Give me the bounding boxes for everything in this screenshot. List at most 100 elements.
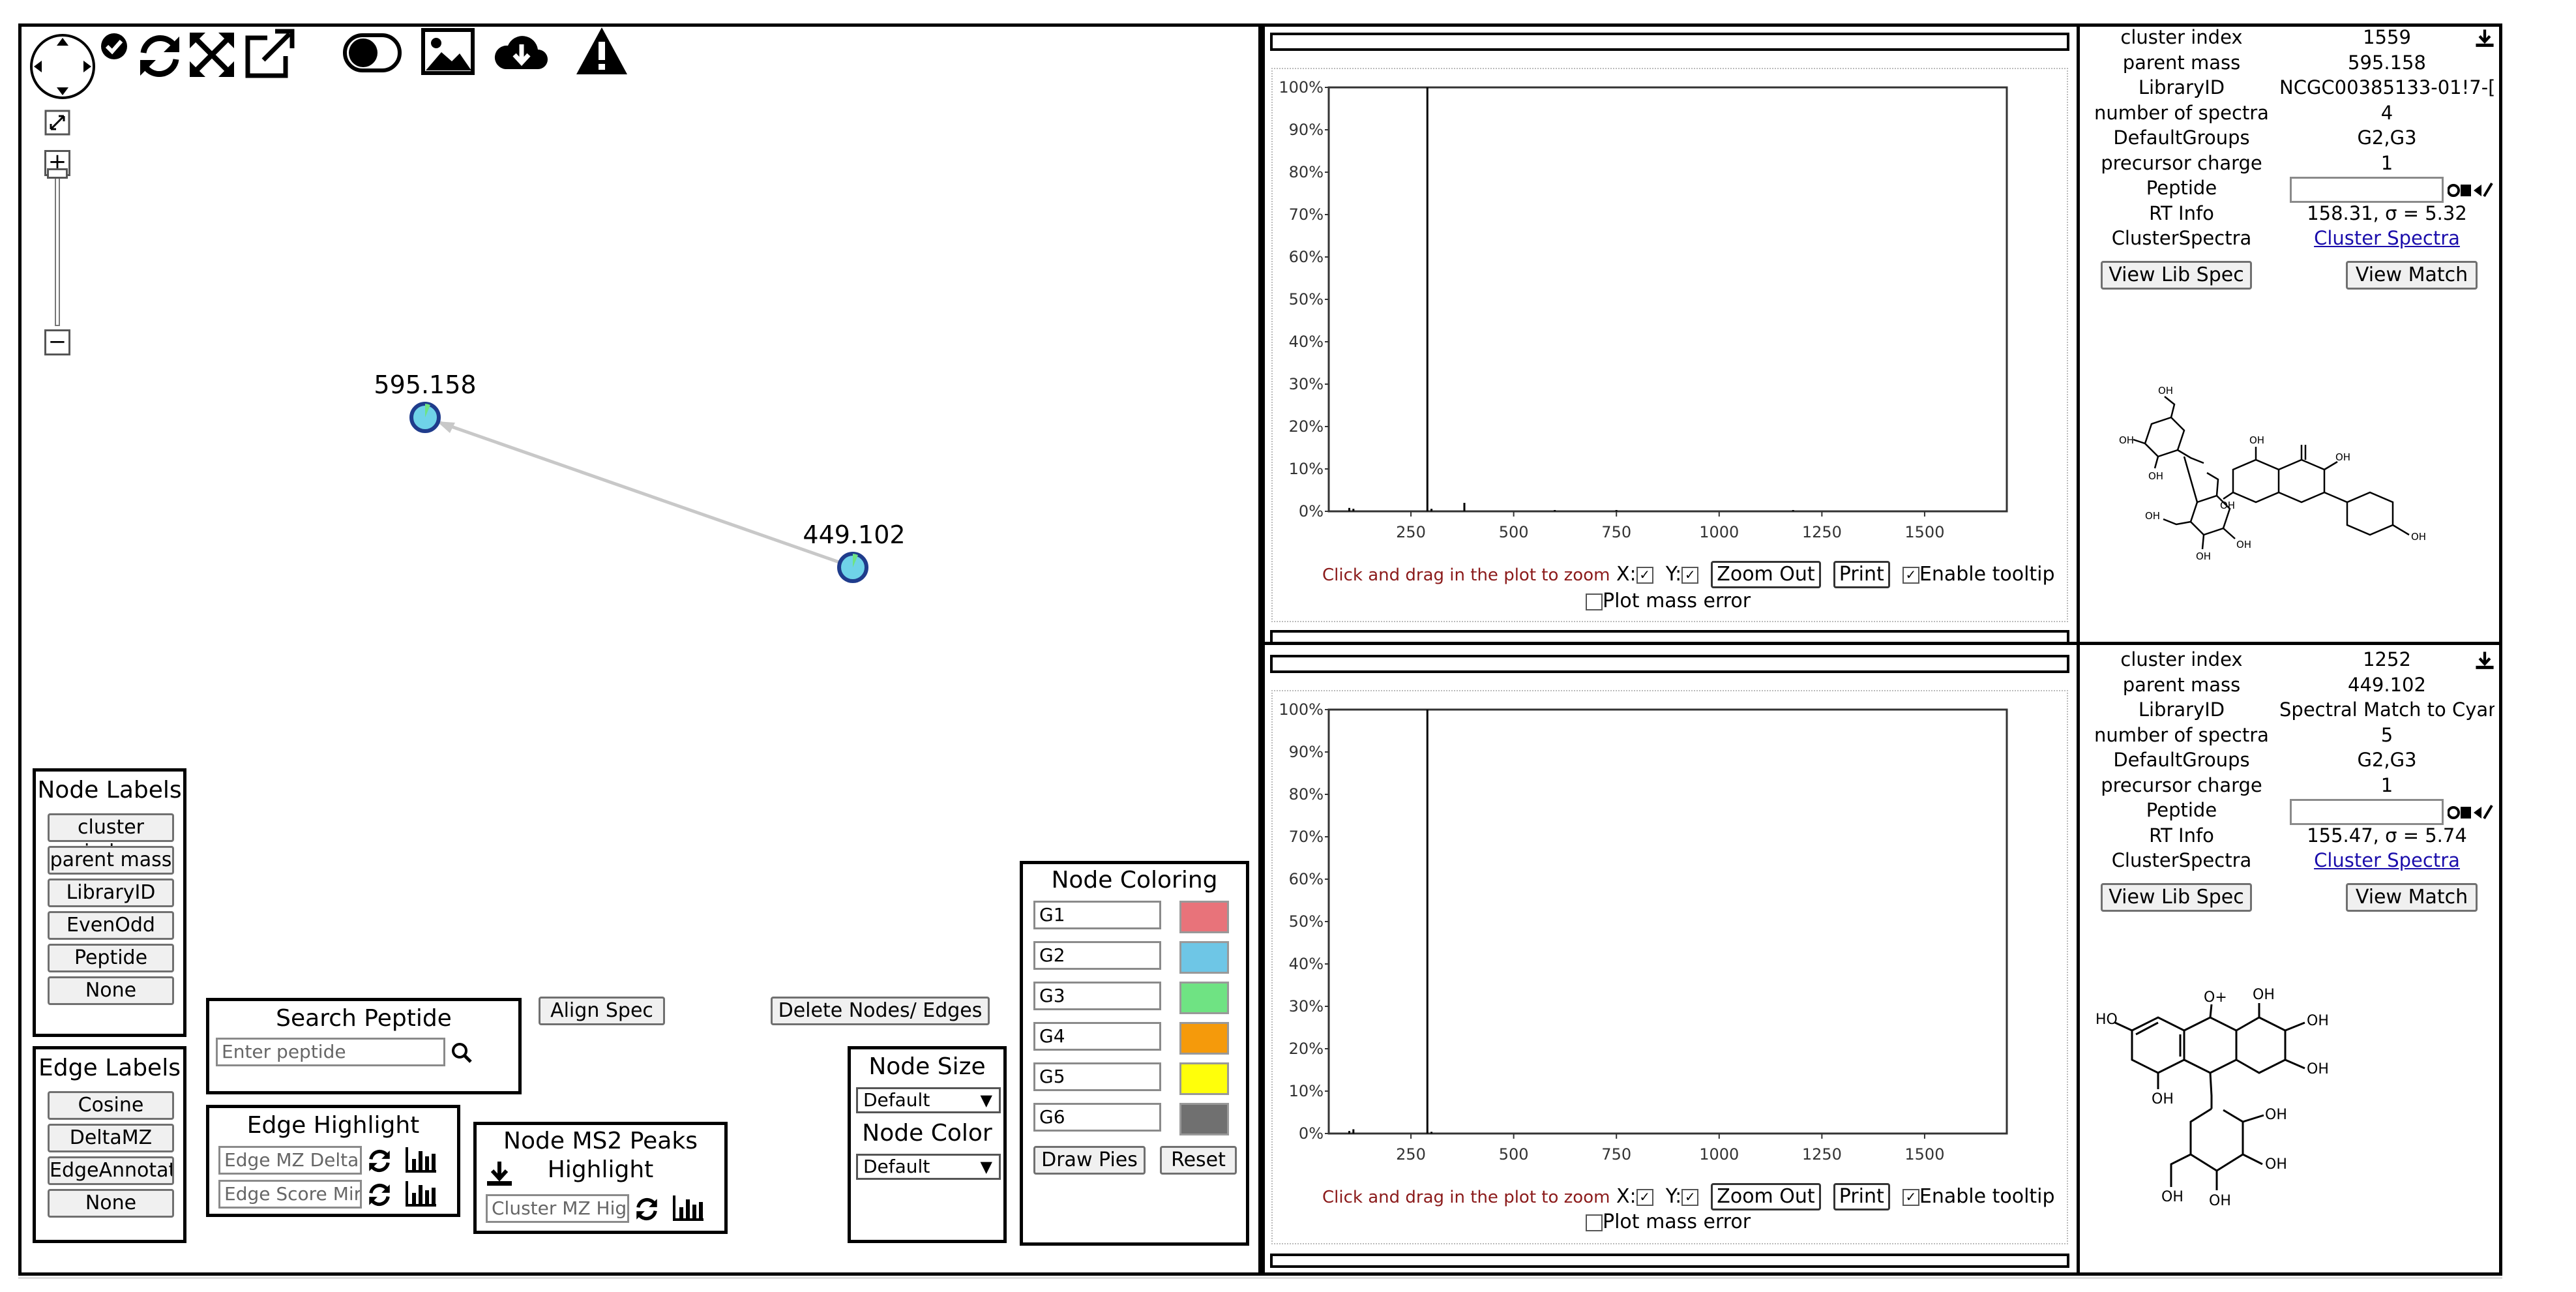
group-name-input[interactable]: G5 — [1033, 1062, 1161, 1091]
refresh-icon[interactable] — [633, 1195, 660, 1223]
enable-tooltip-checkbox[interactable]: ✓ — [1902, 566, 1919, 584]
molecule-label: OH — [2119, 434, 2134, 446]
expand-icon[interactable] — [44, 110, 70, 136]
node-size-select[interactable]: Default ▼ — [856, 1087, 1001, 1113]
group-color-swatch[interactable] — [1179, 901, 1229, 933]
refresh-icon[interactable] — [366, 1181, 393, 1209]
plot-area[interactable] — [1327, 708, 2008, 1135]
node-color-select[interactable]: Default ▼ — [856, 1154, 1001, 1180]
image-icon[interactable] — [421, 27, 475, 76]
peptide-input[interactable] — [2290, 799, 2444, 825]
group-color-swatch[interactable] — [1179, 1103, 1229, 1135]
network-graph[interactable] — [326, 365, 913, 600]
node-label-peptide-button[interactable]: Peptide — [48, 944, 174, 972]
molecule-label: OH — [2209, 1193, 2231, 1209]
group-name-input[interactable]: G4 — [1033, 1022, 1161, 1051]
spectrum-plot[interactable]: 0% 10% 20% 30% 40% 50% 60% 70% 80% 90% 100% 250 500 7… — [1271, 78, 2060, 548]
ms2-highlight-title: Node MS2 Peaks — [503, 1128, 698, 1154]
network-panel-right-border — [1262, 23, 1265, 1276]
delete-nodes-edges-button[interactable]: Delete Nodes/ Edges — [771, 997, 990, 1025]
bar-chart-icon[interactable] — [405, 1146, 437, 1173]
edge-mz-delta-input[interactable]: Edge MZ Delta — [218, 1146, 362, 1175]
peptide-tools-icon[interactable] — [2448, 802, 2493, 824]
plot-controls: Click and drag in the plot to zoom X: ✓ Y… — [1322, 561, 2055, 588]
info-key: precursor charge — [2101, 151, 2262, 174]
enable-tooltip-checkbox[interactable]: ✓ — [1902, 1188, 1919, 1206]
edge-label-cosine-button[interactable]: Cosine — [48, 1091, 174, 1120]
zoom-slider-handle[interactable] — [47, 168, 68, 179]
edge-label-none-button[interactable]: None — [48, 1189, 174, 1218]
view-lib-spec-button[interactable]: View Lib Spec — [2101, 261, 2252, 290]
align-spec-button[interactable]: Align Spec — [539, 997, 665, 1025]
toggle-icon[interactable] — [342, 33, 402, 73]
node-label-none-button[interactable]: None — [48, 976, 174, 1005]
print-button[interactable]: Print — [1833, 561, 1890, 588]
search-peptide-input[interactable]: Enter peptide — [216, 1038, 445, 1066]
molecule-label: OH — [2196, 550, 2211, 562]
open-external-icon[interactable] — [241, 27, 296, 82]
peptide-tools-icon[interactable] — [2448, 179, 2493, 202]
refresh-icon[interactable] — [366, 1147, 393, 1175]
cluster-mz-highlight-input[interactable]: Cluster MZ Hig — [486, 1194, 629, 1223]
group-name-input[interactable]: G3 — [1033, 982, 1161, 1010]
peptide-input[interactable] — [2290, 177, 2444, 203]
group-color-swatch[interactable] — [1179, 941, 1229, 974]
y-zoom-checkbox[interactable]: ✓ — [1681, 566, 1699, 584]
node-label-libraryid-button[interactable]: LibraryID — [48, 879, 174, 907]
info-value: 1252 — [2363, 648, 2411, 670]
bar-chart-icon[interactable] — [405, 1180, 437, 1207]
node-label-evenodd-button[interactable]: EvenOdd — [48, 911, 174, 940]
zoom-out-button[interactable]: Zoom Out — [1711, 561, 1821, 588]
download-icon[interactable] — [2475, 29, 2495, 48]
spectrum-footer-bar — [1270, 1254, 2069, 1268]
edge-label-edgeannotation-button[interactable]: EdgeAnnotat — [48, 1156, 174, 1185]
group-color-swatch[interactable] — [1179, 982, 1229, 1014]
x-tick-label: 1500 — [1904, 1145, 1944, 1164]
node-label-cluster-index-button[interactable]: cluster index — [48, 813, 174, 864]
print-button[interactable]: Print — [1833, 1183, 1890, 1210]
group-name-input[interactable]: G1 — [1033, 901, 1161, 929]
plot-area[interactable] — [1327, 86, 2008, 513]
search-icon[interactable] — [451, 1042, 473, 1064]
zoom-out-button[interactable]: Zoom Out — [1711, 1183, 1821, 1210]
spectrum-plot[interactable]: 0% 10% 20% 30% 40% 50% 60% 70% 80% 90% 100% 250 500 7… — [1271, 700, 2060, 1170]
view-match-button[interactable]: View Match — [2346, 261, 2478, 290]
fit-screen-icon[interactable] — [186, 29, 238, 81]
plot-mass-error-checkbox[interactable] — [1586, 593, 1603, 610]
group-color-swatch[interactable] — [1179, 1022, 1229, 1055]
molecule-label: HO — [2095, 1012, 2118, 1028]
group-name-input[interactable]: G6 — [1033, 1103, 1161, 1132]
check-icon[interactable] — [98, 30, 130, 63]
node-coloring-box: Node Coloring G1 G2 G3 G4 G5 G6 Draw Pies Res… — [1020, 861, 1249, 1246]
y-zoom-checkbox[interactable]: ✓ — [1681, 1188, 1699, 1206]
group-name-input[interactable]: G2 — [1033, 941, 1161, 970]
x-zoom-checkbox[interactable]: ✓ — [1636, 566, 1653, 584]
view-match-button[interactable]: View Match — [2346, 883, 2478, 912]
edge-labels-box: Edge Labels Cosine DeltaMZ EdgeAnnotat N… — [33, 1046, 186, 1243]
cloud-download-icon[interactable] — [492, 26, 551, 76]
molecule-label: OH — [2265, 1107, 2287, 1123]
zoom-out-button[interactable]: − — [44, 329, 70, 355]
reset-button[interactable]: Reset — [1160, 1146, 1237, 1175]
refresh-icon[interactable] — [134, 30, 186, 82]
bar-chart-icon[interactable] — [672, 1194, 705, 1222]
x-zoom-checkbox[interactable]: ✓ — [1636, 1188, 1653, 1206]
node-label-parent-mass-button[interactable]: parent mass — [48, 846, 174, 875]
pan-control-icon[interactable] — [26, 30, 99, 103]
download-icon[interactable] — [486, 1160, 513, 1188]
y-tick-label: 30% — [1289, 375, 1324, 393]
info-key: number of spectra — [2094, 101, 2269, 124]
plot-mass-error-checkbox[interactable] — [1586, 1214, 1603, 1231]
edge-score-min-input[interactable]: Edge Score Mir — [218, 1180, 362, 1209]
group-color-swatch[interactable] — [1179, 1062, 1229, 1095]
draw-pies-button[interactable]: Draw Pies — [1033, 1146, 1146, 1175]
zoom-slider-track[interactable] — [55, 177, 60, 326]
download-icon[interactable] — [2475, 651, 2495, 670]
edge-label-deltamz-button[interactable]: DeltaMZ — [48, 1124, 174, 1152]
cluster-spectra-link[interactable]: Cluster Spectra — [2314, 849, 2460, 871]
y-tick-label: 10% — [1289, 1082, 1324, 1100]
view-lib-spec-button[interactable]: View Lib Spec — [2101, 883, 2252, 912]
x-tick-label: 500 — [1499, 1145, 1529, 1164]
cluster-spectra-link[interactable]: Cluster Spectra — [2314, 227, 2460, 249]
warning-icon[interactable] — [574, 25, 630, 77]
